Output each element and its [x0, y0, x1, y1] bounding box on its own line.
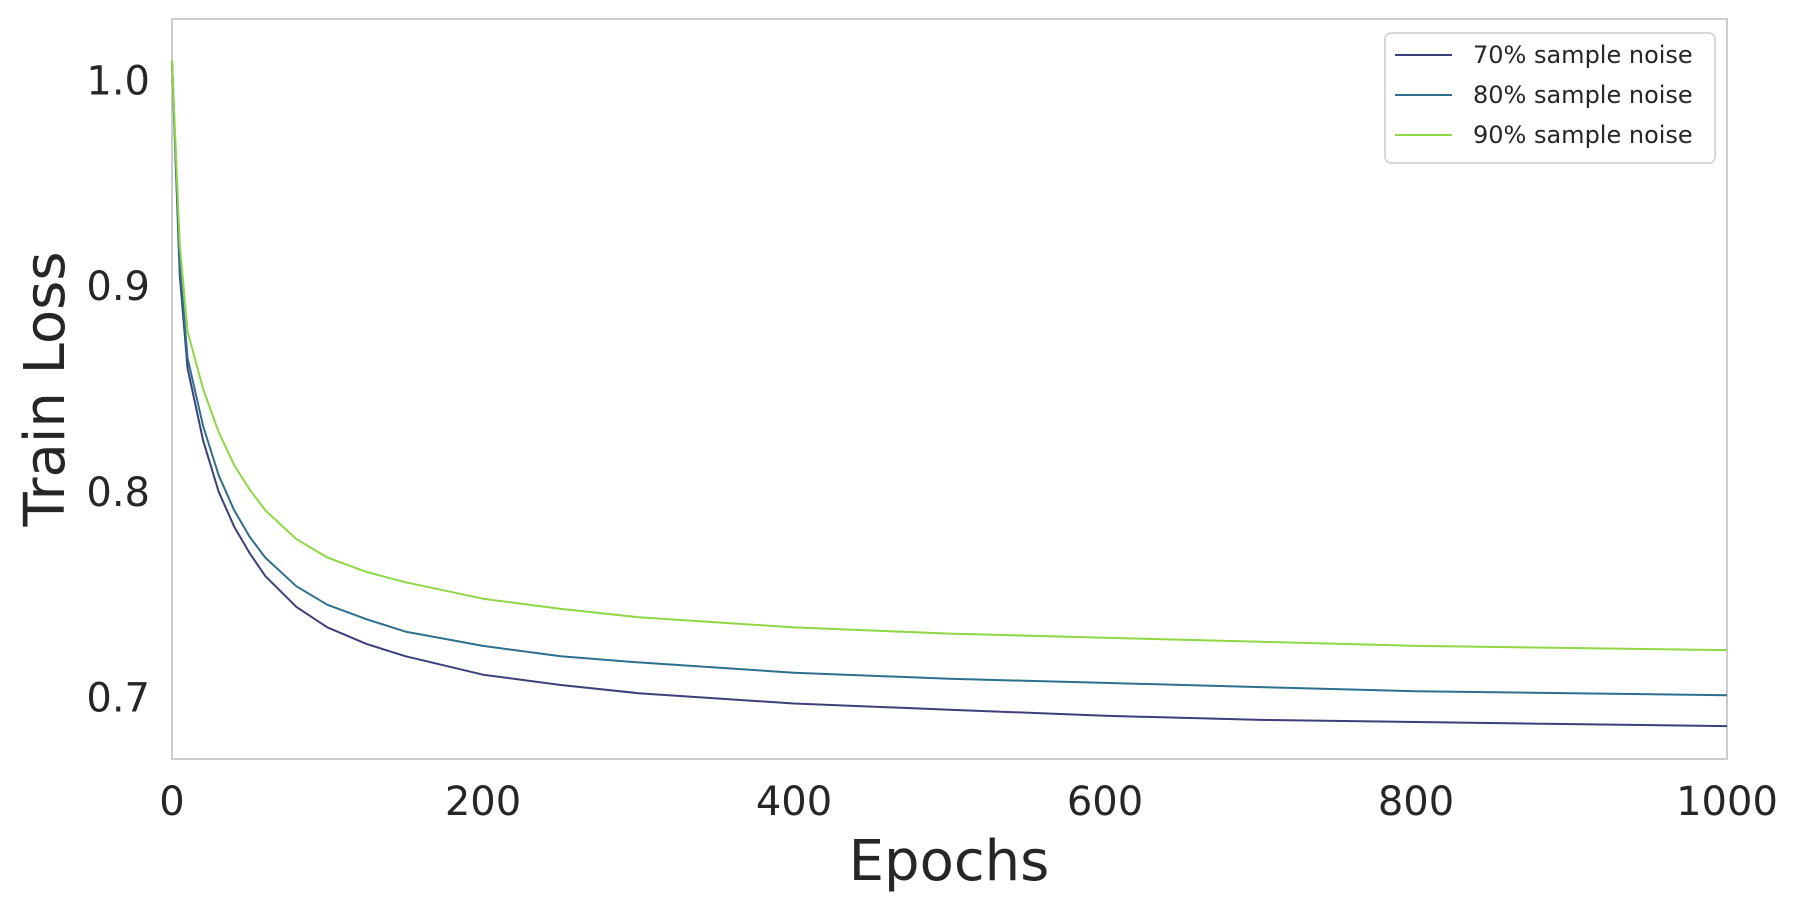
x-tick-labels: 0 200 400 600 800 1000: [159, 779, 1778, 825]
legend-label-1: 70% sample noise: [1473, 41, 1693, 69]
plot-frame: [171, 18, 1728, 760]
x-tick-label-5: 1000: [1676, 779, 1778, 825]
x-tick-label-2: 400: [756, 779, 832, 825]
legend-label-3: 90% sample noise: [1473, 121, 1693, 149]
x-axis-label: Epochs: [849, 829, 1050, 894]
y-tick-label-0: 0.7: [86, 675, 150, 721]
x-tick-label-1: 200: [445, 779, 521, 825]
x-tick-label-4: 800: [1378, 779, 1454, 825]
y-tick-label-1: 0.8: [86, 470, 150, 516]
x-tick-label-0: 0: [159, 779, 184, 825]
legend: 70% sample noise 80% sample noise 90% samp…: [1384, 32, 1716, 164]
y-tick-labels: 0.7 0.8 0.9 1.0: [86, 59, 150, 722]
x-tick-label-3: 600: [1067, 779, 1143, 825]
y-tick-label-2: 0.9: [86, 264, 150, 310]
y-axis-label: Train Loss: [13, 252, 78, 528]
y-tick-label-3: 1.0: [86, 59, 150, 105]
series-layer: [171, 60, 1728, 728]
series-line-3: [171, 60, 1728, 652]
series-line-2: [171, 60, 1728, 697]
legend-label-2: 80% sample noise: [1473, 81, 1693, 109]
series-line-1: [171, 60, 1728, 728]
legend-box: [1384, 32, 1716, 164]
legend-items: 70% sample noise 80% sample noise 90% samp…: [1395, 41, 1693, 149]
